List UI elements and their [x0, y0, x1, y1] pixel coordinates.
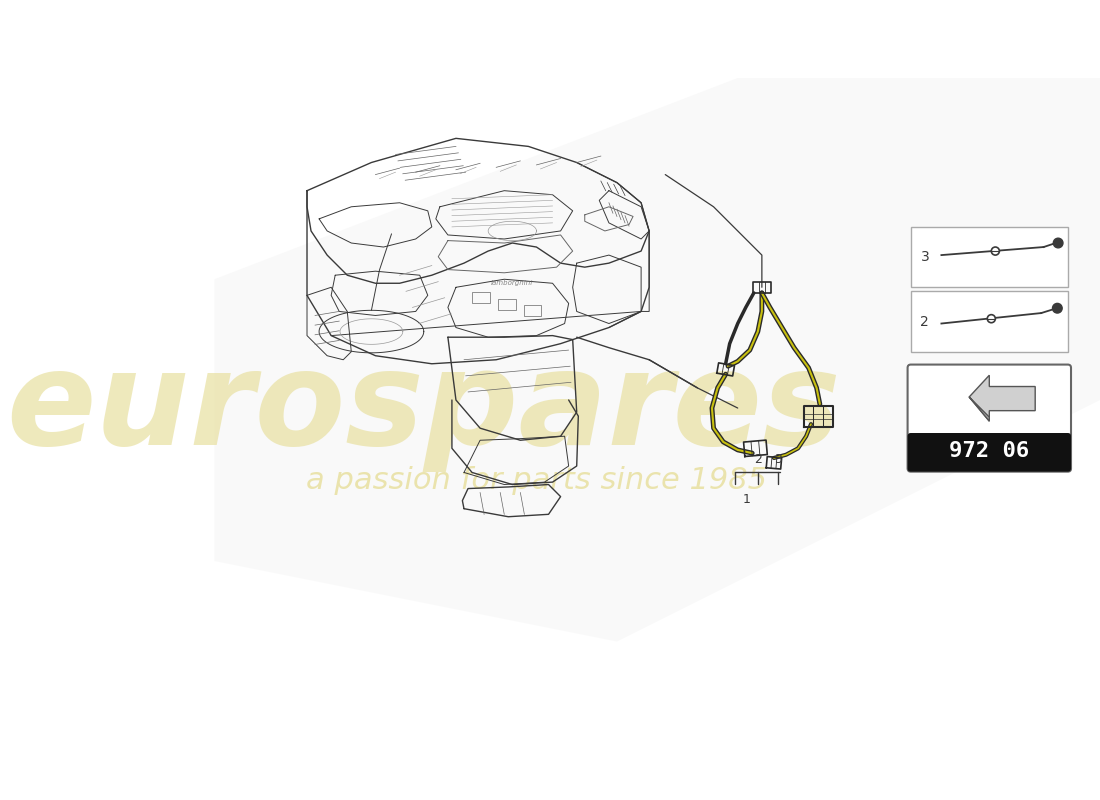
- Text: 972 06: 972 06: [949, 441, 1030, 461]
- Circle shape: [1053, 303, 1063, 313]
- Text: lamborghini: lamborghini: [492, 280, 534, 286]
- Circle shape: [988, 314, 996, 322]
- Bar: [911, 227, 1068, 287]
- Text: 2: 2: [921, 314, 929, 329]
- Bar: [472, 292, 490, 303]
- Text: a passion for parts since 1985: a passion for parts since 1985: [306, 466, 767, 495]
- Text: 1: 1: [742, 493, 750, 506]
- Polygon shape: [969, 397, 989, 421]
- Bar: [911, 291, 1068, 352]
- Bar: [524, 305, 541, 316]
- FancyBboxPatch shape: [908, 365, 1071, 472]
- Text: 3: 3: [921, 250, 929, 264]
- Circle shape: [1054, 238, 1063, 248]
- Polygon shape: [969, 375, 1035, 421]
- FancyBboxPatch shape: [908, 433, 1071, 472]
- Circle shape: [991, 247, 1000, 255]
- Text: 3: 3: [774, 453, 782, 466]
- Bar: [911, 436, 1068, 456]
- Text: 2: 2: [754, 453, 762, 466]
- Text: eurospares: eurospares: [7, 345, 842, 471]
- Polygon shape: [214, 78, 1100, 642]
- Bar: [498, 298, 516, 310]
